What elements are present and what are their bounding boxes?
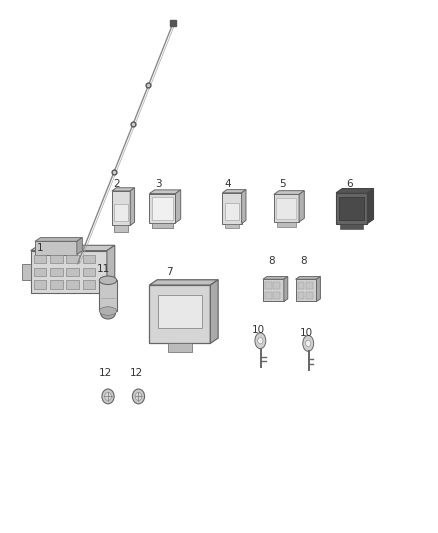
Bar xyxy=(34,268,46,276)
Text: 10: 10 xyxy=(300,328,313,338)
Text: 3: 3 xyxy=(155,179,161,189)
Bar xyxy=(152,197,173,220)
Polygon shape xyxy=(242,190,246,223)
Polygon shape xyxy=(296,277,321,279)
Polygon shape xyxy=(152,223,173,228)
Text: 12: 12 xyxy=(130,368,143,377)
Bar xyxy=(306,292,313,299)
Bar xyxy=(277,222,296,227)
Text: 8: 8 xyxy=(268,256,275,266)
Polygon shape xyxy=(274,191,304,195)
Polygon shape xyxy=(336,189,374,193)
Text: 2: 2 xyxy=(113,179,120,189)
Circle shape xyxy=(258,337,263,344)
Text: 5: 5 xyxy=(279,179,286,189)
Bar xyxy=(82,280,95,289)
Ellipse shape xyxy=(255,333,266,349)
Text: 6: 6 xyxy=(346,179,353,189)
Bar xyxy=(114,204,128,221)
Polygon shape xyxy=(22,264,31,280)
Bar xyxy=(50,268,63,276)
Polygon shape xyxy=(112,188,134,191)
Text: 11: 11 xyxy=(97,264,110,274)
Polygon shape xyxy=(112,191,130,225)
Polygon shape xyxy=(149,285,210,343)
Bar xyxy=(265,292,272,299)
Polygon shape xyxy=(336,193,367,223)
Polygon shape xyxy=(114,225,128,232)
Polygon shape xyxy=(223,190,246,193)
Bar xyxy=(50,255,63,263)
Circle shape xyxy=(306,340,311,346)
Polygon shape xyxy=(296,279,317,302)
Polygon shape xyxy=(284,277,288,302)
Bar xyxy=(298,282,304,289)
Bar xyxy=(265,282,272,289)
Polygon shape xyxy=(263,277,288,279)
Circle shape xyxy=(102,389,114,404)
Polygon shape xyxy=(223,193,242,223)
Text: 1: 1 xyxy=(37,243,44,253)
Polygon shape xyxy=(263,279,284,302)
Polygon shape xyxy=(367,189,374,223)
Circle shape xyxy=(132,389,145,404)
Polygon shape xyxy=(299,191,304,222)
Ellipse shape xyxy=(303,335,314,351)
Circle shape xyxy=(135,392,142,400)
Bar xyxy=(34,280,46,289)
Polygon shape xyxy=(149,190,181,193)
Polygon shape xyxy=(149,193,176,223)
Bar xyxy=(82,268,95,276)
Bar xyxy=(99,280,117,311)
Bar xyxy=(225,223,239,228)
Bar xyxy=(50,280,63,289)
Bar xyxy=(82,255,95,263)
Polygon shape xyxy=(35,238,82,241)
Polygon shape xyxy=(210,280,218,343)
Text: 7: 7 xyxy=(166,267,172,277)
Polygon shape xyxy=(176,190,181,223)
Bar xyxy=(158,295,202,328)
Polygon shape xyxy=(31,245,115,251)
Bar xyxy=(273,292,280,299)
Bar xyxy=(276,198,297,219)
Bar xyxy=(340,223,363,229)
Bar xyxy=(67,280,79,289)
Ellipse shape xyxy=(99,276,117,285)
Bar xyxy=(306,282,313,289)
Polygon shape xyxy=(31,251,107,293)
Bar xyxy=(67,255,79,263)
Text: 12: 12 xyxy=(99,368,113,377)
Bar xyxy=(67,268,79,276)
Polygon shape xyxy=(107,245,115,293)
Bar xyxy=(298,292,304,299)
Polygon shape xyxy=(130,188,134,225)
Bar xyxy=(339,197,364,220)
Ellipse shape xyxy=(101,308,116,319)
Text: 10: 10 xyxy=(251,325,265,335)
Bar xyxy=(273,282,280,289)
Bar xyxy=(34,255,46,263)
Bar xyxy=(225,203,240,220)
Bar xyxy=(168,343,192,352)
Ellipse shape xyxy=(99,307,117,316)
Polygon shape xyxy=(77,238,82,255)
Text: 4: 4 xyxy=(224,179,231,189)
Polygon shape xyxy=(317,277,321,302)
Polygon shape xyxy=(274,195,299,222)
Polygon shape xyxy=(35,241,77,255)
Polygon shape xyxy=(149,280,218,285)
Text: 8: 8 xyxy=(300,256,307,266)
Circle shape xyxy=(105,392,111,400)
